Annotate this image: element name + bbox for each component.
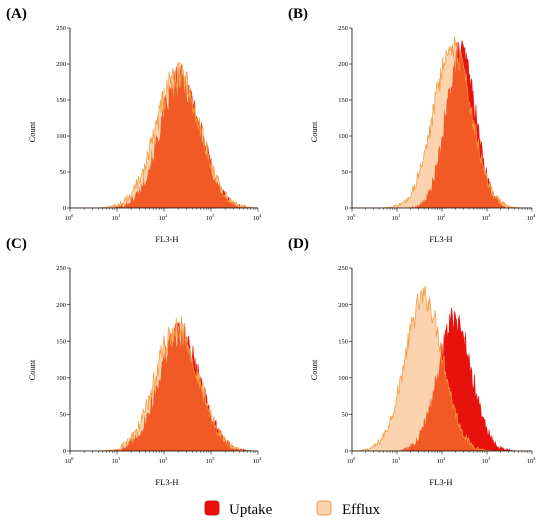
y-tick-label-d-2: 100	[338, 375, 348, 382]
axes-d: 0 50 100 150 200 250 100 101 102 103 104	[338, 265, 536, 465]
y-tick-label-c-1: 50	[60, 412, 67, 419]
y-tick-label-a-2: 100	[56, 133, 66, 140]
y-tick-label-a-1: 50	[60, 169, 67, 176]
y-tick-label-b-1: 50	[342, 169, 349, 176]
y-tick-label-a-3: 150	[56, 97, 66, 104]
panel-label-d: (D)	[288, 236, 309, 252]
axes-a: 0 50 100 150 200 250 100 101 102 103 104	[56, 25, 262, 222]
histogram-panel-b: (B) Count FL3-H 0 50 100 150 200 250 100 101 102…	[288, 6, 536, 244]
panel-label-a: (A)	[6, 6, 27, 22]
x-tick-label-a-1: 101	[112, 213, 121, 222]
x-tick-label-a-4: 104	[253, 213, 263, 222]
series-overlap-area-c	[70, 322, 258, 451]
y-tick-label-c-0: 0	[63, 448, 66, 455]
y-tick-label-c-3: 150	[56, 338, 66, 345]
series-group-d	[352, 285, 532, 451]
y-tick-label-b-3: 150	[338, 97, 348, 104]
y-tick-label-d-4: 200	[338, 302, 348, 309]
legend-item-uptake: Uptake	[204, 500, 273, 518]
y-axis-label-b: Count	[309, 121, 319, 142]
x-tick-label-d-3: 103	[482, 456, 492, 465]
histogram-panel-c: (C) Count FL3-H 0 50 100 150 200 250 100 101 102…	[6, 236, 262, 487]
x-tick-label-b-3: 103	[482, 213, 492, 222]
y-tick-label-a-4: 200	[56, 61, 66, 68]
histogram-panel-d: (D) Count FL3-H 0 50 100 150 200 250 100 101 102…	[288, 236, 536, 487]
x-tick-label-d-4: 104	[527, 456, 537, 465]
x-tick-label-b-1: 101	[392, 213, 401, 222]
y-tick-label-c-2: 100	[56, 375, 66, 382]
y-tick-label-d-1: 50	[342, 412, 349, 419]
y-axis-label-c: Count	[27, 359, 37, 380]
x-tick-label-c-3: 103	[206, 456, 216, 465]
y-tick-label-b-2: 100	[338, 133, 348, 140]
series-group-c	[70, 316, 258, 451]
series-overlap-area-d	[352, 307, 532, 451]
series-group-a	[70, 61, 258, 208]
series-efflux-area-b	[352, 36, 532, 208]
x-axis-label-a: FL3-H	[155, 234, 178, 244]
histogram-panel-a: (A) Count FL3-H 0 50 100 150 200 250 100 101 102…	[6, 6, 262, 244]
x-tick-label-a-3: 103	[206, 213, 216, 222]
legend-label-uptake: Uptake	[229, 502, 273, 518]
x-axis-label-d: FL3-H	[429, 477, 452, 487]
series-overlap-area-a	[70, 64, 258, 208]
y-tick-label-d-3: 150	[338, 338, 348, 345]
legend-swatch-uptake	[204, 500, 220, 516]
x-tick-label-c-4: 104	[253, 456, 263, 465]
plot-area-c: 0 50 100 150 200 250 100 101 102 103 104	[56, 265, 262, 465]
y-tick-label-b-5: 250	[338, 25, 348, 32]
legend-swatch-efflux	[316, 500, 332, 516]
x-tick-label-d-2: 102	[437, 456, 446, 465]
y-tick-label-b-4: 200	[338, 61, 348, 68]
y-tick-label-c-4: 200	[56, 302, 66, 309]
y-axis-label-a: Count	[27, 121, 37, 142]
panel-label-b: (B)	[288, 6, 308, 22]
y-tick-label-c-5: 250	[56, 265, 66, 272]
y-tick-label-b-0: 0	[345, 205, 348, 212]
x-axis-label-b: FL3-H	[429, 234, 452, 244]
y-tick-label-a-5: 250	[56, 25, 66, 32]
y-tick-label-d-0: 0	[345, 448, 348, 455]
series-overlap-area-b	[352, 40, 532, 208]
x-tick-label-b-4: 104	[527, 213, 537, 222]
panel-label-c: (C)	[6, 236, 27, 252]
x-tick-label-c-1: 101	[112, 456, 121, 465]
x-tick-label-b-0: 100	[347, 213, 357, 222]
x-tick-label-b-2: 102	[437, 213, 446, 222]
legend-label-efflux: Efflux	[342, 502, 381, 518]
x-tick-label-d-0: 100	[347, 456, 357, 465]
y-tick-label-d-5: 250	[338, 265, 348, 272]
x-axis-label-c: FL3-H	[155, 477, 178, 487]
legend: Uptake Efflux	[204, 500, 381, 518]
axes-b: 0 50 100 150 200 250 100 101 102 103 104	[338, 25, 536, 222]
plot-area-b: 0 50 100 150 200 250 100 101 102 103 104	[338, 25, 536, 222]
x-tick-label-c-2: 102	[159, 456, 168, 465]
x-tick-label-d-1: 101	[392, 456, 401, 465]
axes-c: 0 50 100 150 200 250 100 101 102 103 104	[56, 265, 262, 465]
series-group-b	[352, 36, 532, 208]
x-tick-label-a-2: 102	[159, 213, 168, 222]
plot-area-d: 0 50 100 150 200 250 100 101 102 103 104	[338, 265, 536, 465]
x-tick-label-a-0: 100	[65, 213, 75, 222]
y-tick-label-a-0: 0	[63, 205, 66, 212]
legend-item-efflux: Efflux	[316, 500, 381, 518]
x-tick-label-c-0: 100	[65, 456, 75, 465]
y-axis-label-d: Count	[309, 359, 319, 380]
plot-area-a: 0 50 100 150 200 250 100 101 102 103 104	[56, 25, 262, 222]
